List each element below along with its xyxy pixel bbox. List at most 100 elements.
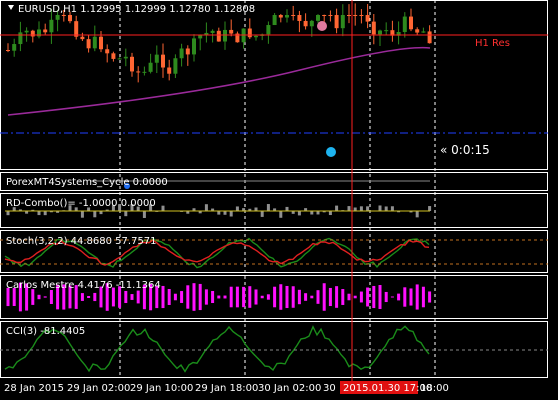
rd-pane (0, 193, 548, 228)
rd-bar (136, 206, 140, 211)
rd-bar (310, 211, 314, 215)
mestre-bar (415, 284, 419, 310)
candle-body (192, 38, 196, 55)
rd-bar (378, 205, 382, 211)
stoch-main (4, 237, 430, 269)
rd-bar (328, 211, 332, 216)
mestre-bar (297, 289, 301, 305)
mestre-bar (93, 292, 97, 302)
mestre-bar (68, 285, 72, 309)
rd-bar (18, 209, 22, 211)
mestre-bar (99, 286, 103, 308)
candle-body (173, 58, 178, 74)
mestre-bar (12, 288, 16, 306)
mestre-bar (6, 287, 10, 307)
mestre-bar (235, 286, 239, 308)
candle-body (421, 31, 426, 33)
rd-bar (353, 207, 357, 211)
candle-body (12, 44, 17, 51)
mestre-bar (142, 284, 146, 310)
candle-body (371, 21, 376, 35)
candle-body (254, 35, 258, 38)
rd-bar (93, 211, 97, 218)
candle-body (365, 15, 370, 22)
mestre-bar (285, 285, 289, 309)
mestre-bar (347, 293, 351, 301)
candle-body (136, 71, 141, 73)
rd-bar (297, 211, 301, 216)
resistance-label: H1 Res (475, 38, 510, 49)
candle-body (322, 15, 327, 16)
candle-body (210, 30, 215, 33)
candle-body (123, 56, 128, 59)
rd-bar (49, 211, 53, 213)
candle-body (111, 53, 116, 59)
candle-body (68, 15, 72, 22)
rd-bar (254, 207, 258, 211)
mestre-bar (192, 283, 196, 311)
rd-bar (217, 211, 221, 215)
mestre-pane (0, 275, 548, 319)
main-pane (0, 0, 548, 170)
candle-body (161, 54, 165, 68)
mestre-bar (180, 291, 184, 303)
mestre-bar (304, 293, 308, 301)
mestre-bar (242, 286, 246, 308)
mestre-bar (18, 282, 22, 312)
mestre-bar (204, 289, 208, 305)
candle-body (204, 32, 209, 36)
rd-bar (279, 211, 283, 218)
mestre-bar (279, 284, 283, 310)
candle-body (148, 62, 153, 72)
marker-dot (124, 183, 130, 189)
candle-body (303, 20, 308, 27)
rd-bar (384, 206, 388, 211)
mestre-bar (409, 288, 413, 306)
candle-body (415, 29, 420, 33)
mestre-bar (390, 296, 394, 298)
candle-body (24, 30, 29, 33)
mestre-bar (322, 283, 326, 311)
mestre-bar (111, 287, 115, 307)
rd-bar (204, 204, 208, 211)
stoch-pane (0, 230, 548, 273)
rd-bar (316, 211, 320, 215)
rd-bar (397, 211, 401, 213)
indicator-label: PorexMT4Systems_Cycle 0.0000 (6, 177, 168, 188)
crosshair-time: 2015.01.30 17:00 (343, 383, 432, 394)
candle-body (229, 29, 234, 34)
mestre-bar (198, 283, 202, 311)
candle-body (396, 32, 401, 36)
candle-body (309, 20, 314, 27)
symbol-info: EURUSD,H1 1.12995 1.12999 1.12780 1.1280… (18, 4, 255, 15)
indicator-label: Stoch(3,2,2) 44.8680 57.7571 (6, 236, 157, 247)
rd-bar (37, 211, 41, 216)
time-axis: 28 Jan 2015 29 Jan 02:00 29 Jan 10:00 29… (4, 381, 449, 394)
rd-bar (99, 211, 103, 215)
candle-body (55, 15, 60, 20)
rd-bar (161, 205, 165, 211)
collapse-arrow[interactable] (8, 5, 14, 10)
candle-body (427, 31, 432, 44)
rd-bar (211, 208, 215, 211)
rd-bar (273, 208, 277, 211)
time-label: 29 Jan 18:00 (195, 383, 258, 394)
mestre-bar (378, 285, 382, 309)
mestre-bar (149, 283, 153, 311)
time-label: 18:00 (420, 383, 449, 394)
rd-bar (235, 206, 239, 211)
candle-body (285, 15, 289, 18)
mestre-bar (31, 289, 35, 305)
cci-line (4, 325, 430, 373)
rd-bar (142, 211, 146, 218)
mestre-bar (403, 287, 407, 307)
candle-body (18, 32, 23, 45)
candle-body (266, 25, 271, 35)
candle-body (179, 48, 184, 59)
mestre-bar (105, 283, 109, 311)
rd-bar (428, 206, 432, 211)
mestre-bar (254, 289, 258, 305)
indicator-label: Carlos Mestre 4.4176 -11.1364 (6, 280, 161, 291)
mestre-bar (25, 283, 29, 311)
